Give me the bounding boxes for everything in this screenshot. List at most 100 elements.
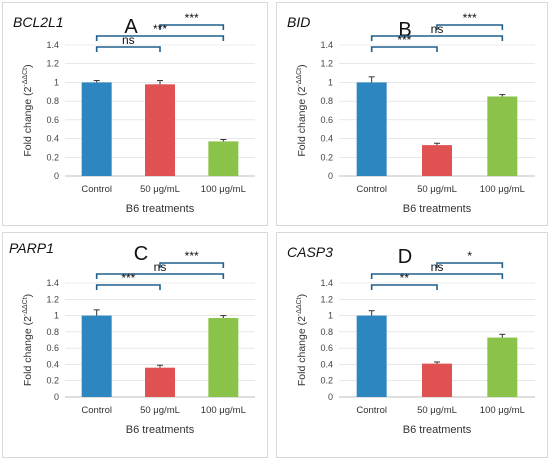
significance-label: ***	[153, 22, 167, 36]
y-tick-label: 0.8	[46, 96, 59, 106]
y-axis-label-superscript: -ΔΔCt	[22, 68, 29, 87]
x-axis-label: B6 treatments	[403, 424, 472, 436]
significance-bracket	[95, 46, 161, 52]
bar-chart-svg: CASP3 D 0 0.2 0.4 0.6 0.8 1 1.2 1.4 Fold change (2…	[287, 244, 535, 436]
y-tick-label: 0.8	[320, 96, 333, 106]
x-tick-label: 100 μg/mL	[201, 405, 246, 416]
y-axis-label-close: )	[22, 64, 34, 68]
significance-bracket	[436, 24, 504, 30]
y-tick-label: 0.2	[46, 376, 59, 386]
gene-name: BCL2L1	[13, 14, 64, 30]
x-tick-label: Control	[81, 405, 112, 416]
y-tick-label: 0.4	[46, 359, 59, 369]
y-tick-label: 1.4	[320, 278, 333, 288]
x-axis-label: B6 treatments	[126, 203, 195, 215]
significance-bracket	[436, 262, 504, 268]
significance-bracket	[370, 284, 438, 290]
y-tick-label: 0.4	[320, 359, 333, 369]
y-tick-label: 0	[328, 171, 333, 181]
y-tick-label: 0.2	[46, 152, 59, 162]
bar	[81, 315, 112, 397]
y-axis-label-superscript: -ΔΔCt	[296, 297, 303, 316]
y-tick-label: 0.2	[320, 376, 333, 386]
significance-bracket	[370, 273, 504, 279]
x-axis-label: B6 treatments	[126, 424, 195, 436]
chart-panel-d: CASP3 D 0 0.2 0.4 0.6 0.8 1 1.2 1.4 Fold change (2…	[276, 232, 548, 458]
bar	[487, 96, 518, 176]
y-tick-label: 1.4	[320, 40, 333, 50]
y-tick-label: 1.2	[46, 59, 59, 69]
significance-label: ns	[431, 260, 444, 274]
bar	[422, 145, 452, 176]
bar	[356, 82, 387, 176]
y-tick-label: 0	[54, 171, 59, 181]
panel-label: D	[398, 246, 412, 268]
significance-label: ***	[185, 249, 199, 263]
panel-label: A	[124, 16, 138, 38]
y-tick-label: 1	[328, 311, 333, 321]
bar	[208, 141, 239, 176]
bar	[145, 367, 175, 397]
bar	[145, 84, 175, 176]
bar	[208, 318, 239, 397]
significance-label: ns	[431, 22, 444, 36]
significance-label: ns	[122, 33, 135, 47]
significance-label: ns	[154, 260, 167, 274]
y-tick-label: 0.6	[320, 115, 333, 125]
y-tick-label: 1.4	[46, 40, 59, 50]
x-tick-label: 100 μg/mL	[480, 184, 525, 195]
x-tick-label: Control	[356, 405, 387, 416]
significance-bracket	[159, 24, 225, 30]
chart-panel-c: PARP1 C 0 0.2 0.4 0.6 0.8 1 1.2 1.4 Fold change (2…	[2, 232, 268, 458]
bar-chart-svg: BCL2L1 A 0 0.2 0.4 0.6 0.8 1 1.2 1.4 Fold change (…	[13, 11, 255, 215]
y-tick-label: 0.8	[46, 327, 59, 337]
bar	[487, 337, 518, 397]
y-tick-label: 0.4	[320, 134, 333, 144]
y-axis-label-close: )	[296, 294, 308, 298]
x-tick-label: 100 μg/mL	[201, 184, 246, 195]
y-tick-label: 1	[54, 77, 59, 87]
significance-label: ***	[397, 33, 411, 47]
bar	[356, 315, 387, 397]
gene-name: BID	[287, 14, 310, 30]
y-axis-label: Fold change (2-ΔΔCt)	[22, 294, 34, 386]
x-axis-label: B6 treatments	[403, 203, 472, 215]
y-tick-label: 0.8	[320, 327, 333, 337]
significance-bracket	[370, 35, 504, 41]
y-axis-label: Fold change (2-ΔΔCt)	[22, 64, 34, 156]
chart-panel-a: BCL2L1 A 0 0.2 0.4 0.6 0.8 1 1.2 1.4 Fold change (…	[2, 2, 268, 226]
y-tick-label: 0	[328, 392, 333, 402]
significance-label: ***	[185, 11, 199, 25]
chart-panel-b: BID B 0 0.2 0.4 0.6 0.8 1 1.2 1.4 Fold change (2-Δ…	[276, 2, 548, 226]
bar-chart-svg: PARP1 C 0 0.2 0.4 0.6 0.8 1 1.2 1.4 Fold change (2…	[9, 240, 255, 436]
significance-bracket	[370, 46, 438, 52]
y-tick-label: 0.6	[46, 343, 59, 353]
y-axis-label-main: Fold change (2	[22, 316, 34, 386]
y-tick-label: 1.2	[320, 294, 333, 304]
x-tick-label: Control	[356, 184, 387, 195]
y-tick-label: 0.4	[46, 134, 59, 144]
y-axis-label-close: )	[296, 64, 308, 68]
x-tick-label: 50 μg/mL	[417, 184, 457, 195]
significance-label: ***	[121, 271, 135, 285]
significance-bracket	[95, 35, 225, 41]
y-tick-label: 1.2	[46, 294, 59, 304]
significance-label: **	[400, 271, 410, 285]
y-axis-label-close: )	[22, 294, 34, 298]
y-axis-label: Fold change (2-ΔΔCt)	[296, 294, 308, 386]
x-tick-label: 100 μg/mL	[480, 405, 525, 416]
y-tick-label: 1.4	[46, 278, 59, 288]
y-tick-label: 1	[328, 77, 333, 87]
bar	[81, 82, 112, 176]
gene-name: CASP3	[287, 244, 333, 260]
y-axis-label: Fold change (2-ΔΔCt)	[296, 64, 308, 156]
y-axis-label-main: Fold change (2	[296, 86, 308, 156]
y-tick-label: 0.6	[46, 115, 59, 125]
y-tick-label: 0	[54, 392, 59, 402]
y-axis-label-main: Fold change (2	[22, 86, 34, 156]
significance-label: *	[467, 249, 472, 263]
y-tick-label: 1	[54, 311, 59, 321]
significance-bracket	[95, 284, 161, 290]
y-tick-label: 0.6	[320, 343, 333, 353]
